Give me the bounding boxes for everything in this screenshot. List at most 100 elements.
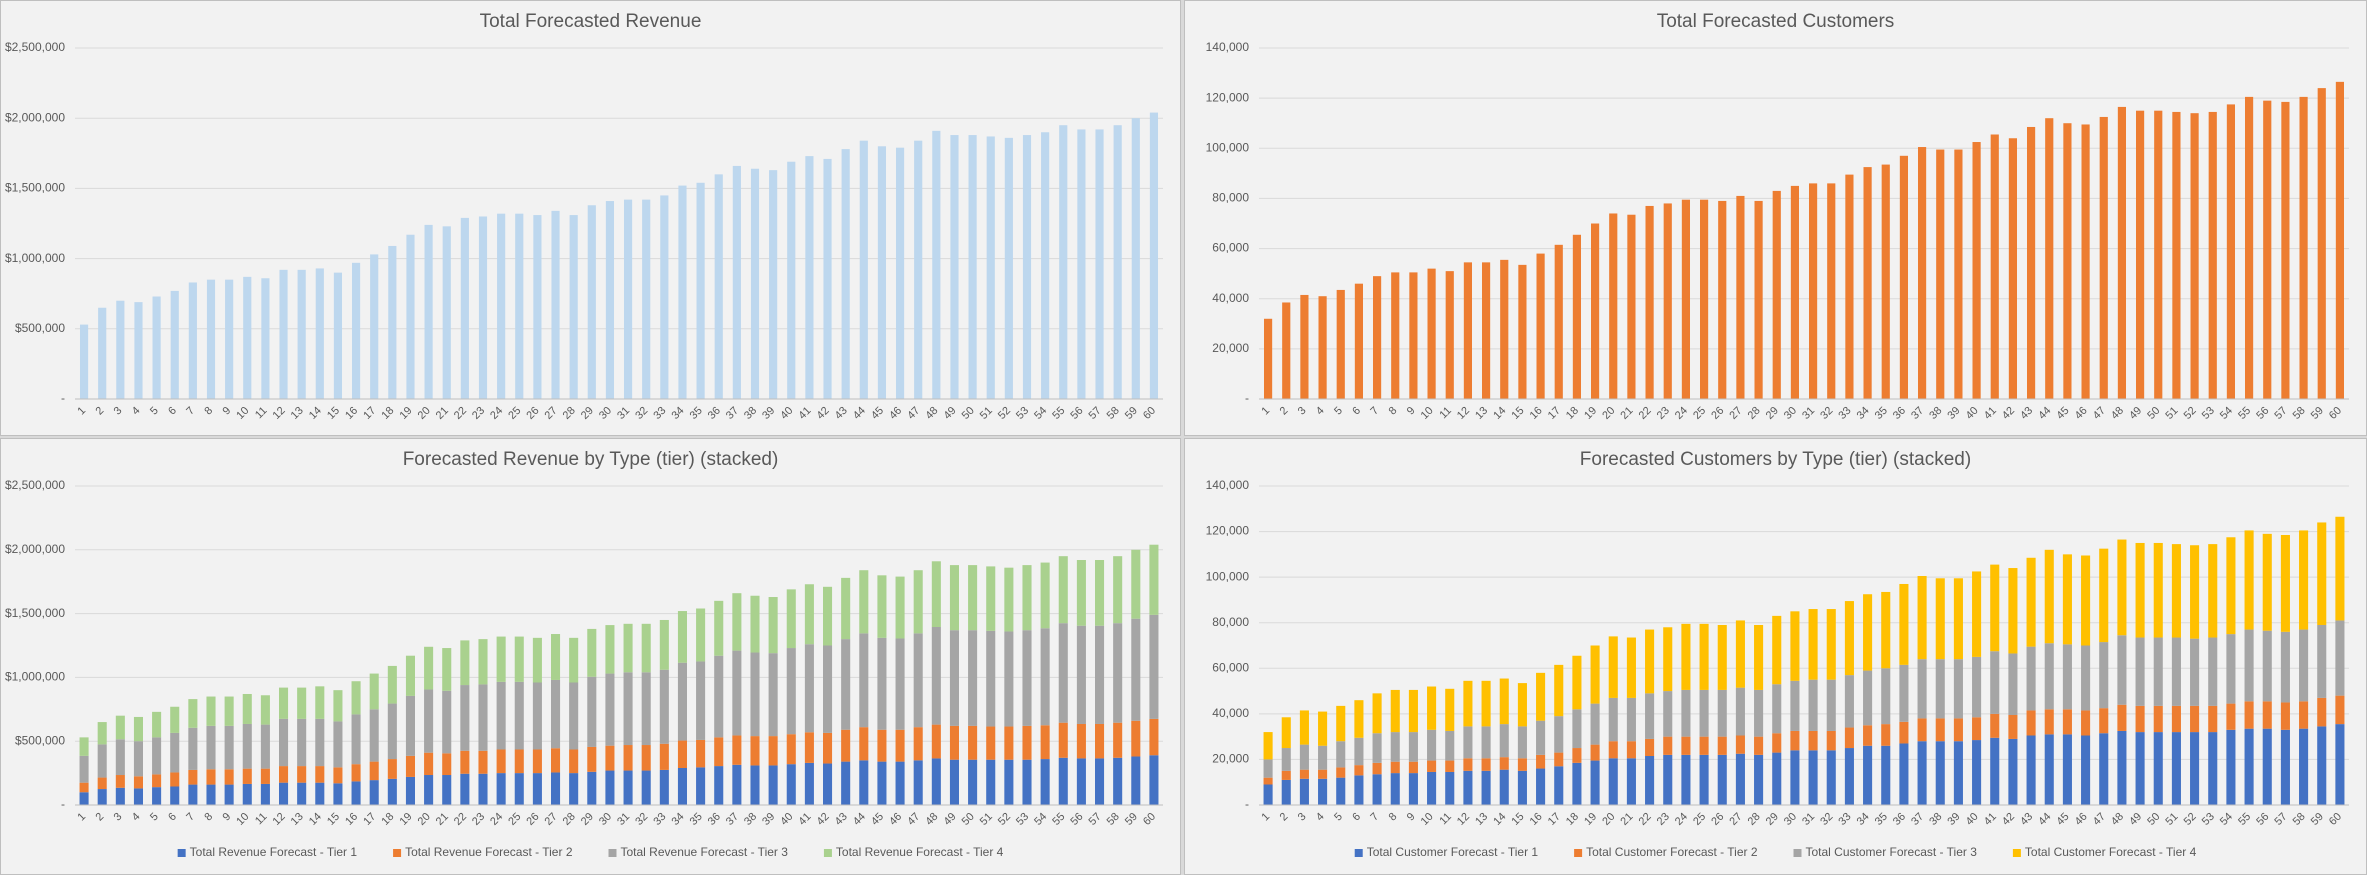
bar-segment bbox=[1040, 562, 1050, 629]
bar bbox=[1936, 149, 1945, 399]
bar bbox=[787, 161, 796, 399]
bar-segment bbox=[460, 640, 470, 686]
bar-segment bbox=[351, 714, 361, 765]
bar-segment bbox=[859, 633, 869, 728]
bar-segment bbox=[1699, 736, 1709, 755]
bar-segment bbox=[1095, 560, 1105, 626]
bar-segment bbox=[1935, 659, 1945, 719]
bar-segment bbox=[1445, 730, 1455, 761]
bar bbox=[188, 282, 197, 399]
bar-segment bbox=[115, 775, 125, 788]
bar-segment bbox=[551, 634, 561, 680]
bar bbox=[642, 199, 651, 399]
bar bbox=[2135, 110, 2145, 399]
bar-segment bbox=[1645, 756, 1655, 805]
bar-segment bbox=[2135, 732, 2145, 805]
bar bbox=[333, 272, 343, 399]
y-tick-label: - bbox=[1245, 391, 1249, 405]
bar bbox=[1463, 262, 1473, 399]
bar-segment bbox=[1131, 720, 1141, 757]
bar-segment bbox=[1844, 748, 1854, 805]
legend-label: Total Customer Forecast - Tier 3 bbox=[1806, 845, 1978, 859]
bar-segment bbox=[623, 672, 633, 746]
bar-segment bbox=[1899, 743, 1909, 805]
bar-segment bbox=[1131, 618, 1141, 721]
bar-segment bbox=[1626, 741, 1636, 759]
bar bbox=[1077, 129, 1086, 399]
bar-segment bbox=[1281, 779, 1291, 805]
bar-segment bbox=[2226, 729, 2236, 805]
bar-segment bbox=[152, 787, 162, 805]
y-tick-label: 60,000 bbox=[1212, 660, 1249, 674]
bar-segment bbox=[823, 586, 833, 646]
y-tick-label: 20,000 bbox=[1212, 752, 1249, 766]
bar-segment bbox=[1572, 655, 1582, 710]
bar-segment bbox=[1113, 556, 1123, 624]
bar-segment bbox=[1372, 693, 1382, 734]
bar-segment bbox=[1990, 737, 2000, 805]
bar-segment bbox=[460, 750, 470, 774]
bar-segment bbox=[949, 759, 959, 805]
bar bbox=[914, 140, 923, 399]
bar-segment bbox=[2190, 638, 2200, 706]
bar-segment bbox=[1536, 672, 1546, 721]
bar bbox=[2008, 138, 2018, 399]
bar-segment bbox=[1517, 683, 1527, 727]
bar-segment bbox=[1881, 591, 1891, 669]
y-tick-label: - bbox=[61, 797, 65, 811]
bar-segment bbox=[1772, 684, 1782, 734]
bar-segment bbox=[1826, 609, 1836, 680]
bar-segment bbox=[1113, 623, 1123, 723]
bar bbox=[478, 216, 488, 399]
bar-segment bbox=[696, 767, 706, 805]
bar-segment bbox=[2135, 705, 2145, 733]
bar bbox=[2244, 96, 2254, 399]
bar-segment bbox=[260, 768, 270, 784]
y-tick-label: 80,000 bbox=[1212, 615, 1249, 629]
bar-segment bbox=[1717, 689, 1727, 737]
bar-segment bbox=[514, 749, 524, 774]
bar-segment bbox=[1517, 758, 1527, 771]
bar-segment bbox=[732, 650, 742, 736]
bar-segment bbox=[1554, 664, 1564, 717]
bar-segment bbox=[641, 672, 651, 746]
bar bbox=[515, 213, 524, 399]
bar-segment bbox=[1058, 623, 1068, 723]
bar-segment bbox=[641, 745, 651, 771]
bar-segment bbox=[496, 681, 506, 750]
bar-segment bbox=[206, 784, 216, 805]
bar bbox=[2099, 116, 2108, 400]
bar-segment bbox=[659, 769, 669, 805]
bar-segment bbox=[605, 673, 615, 746]
bar bbox=[1041, 132, 1050, 400]
y-tick-label: 80,000 bbox=[1212, 191, 1249, 205]
bar-segment bbox=[2190, 705, 2200, 733]
bar-segment bbox=[677, 662, 687, 741]
bar-segment bbox=[79, 737, 89, 756]
chart-panel: Total Forecasted Revenue - $500,000 $1,000,… bbox=[0, 0, 1181, 436]
bar-segment bbox=[1004, 759, 1014, 805]
bar-segment bbox=[170, 772, 180, 787]
bar-segment bbox=[1717, 754, 1727, 805]
bar-segment bbox=[949, 630, 959, 726]
bar-segment bbox=[2262, 630, 2272, 702]
bar-segment bbox=[279, 718, 289, 767]
bar-segment bbox=[333, 721, 343, 768]
bar-segment bbox=[1972, 717, 1982, 741]
bar bbox=[805, 156, 814, 399]
bar-segment bbox=[786, 589, 796, 649]
bar-segment bbox=[1808, 679, 1818, 731]
bar-segment bbox=[514, 681, 524, 750]
bar-segment bbox=[315, 686, 325, 719]
bar-segment bbox=[405, 755, 415, 777]
bar-segment bbox=[2008, 653, 2018, 715]
bar-segment bbox=[1354, 737, 1364, 766]
bar bbox=[1572, 234, 1582, 399]
bar-segment bbox=[1336, 741, 1346, 768]
bar bbox=[1954, 149, 1963, 399]
bar-segment bbox=[1263, 784, 1273, 805]
bar-segment bbox=[804, 762, 814, 805]
bar-segment bbox=[297, 718, 307, 767]
y-tick-label: 100,000 bbox=[1206, 140, 1250, 154]
bar bbox=[1899, 155, 1909, 399]
